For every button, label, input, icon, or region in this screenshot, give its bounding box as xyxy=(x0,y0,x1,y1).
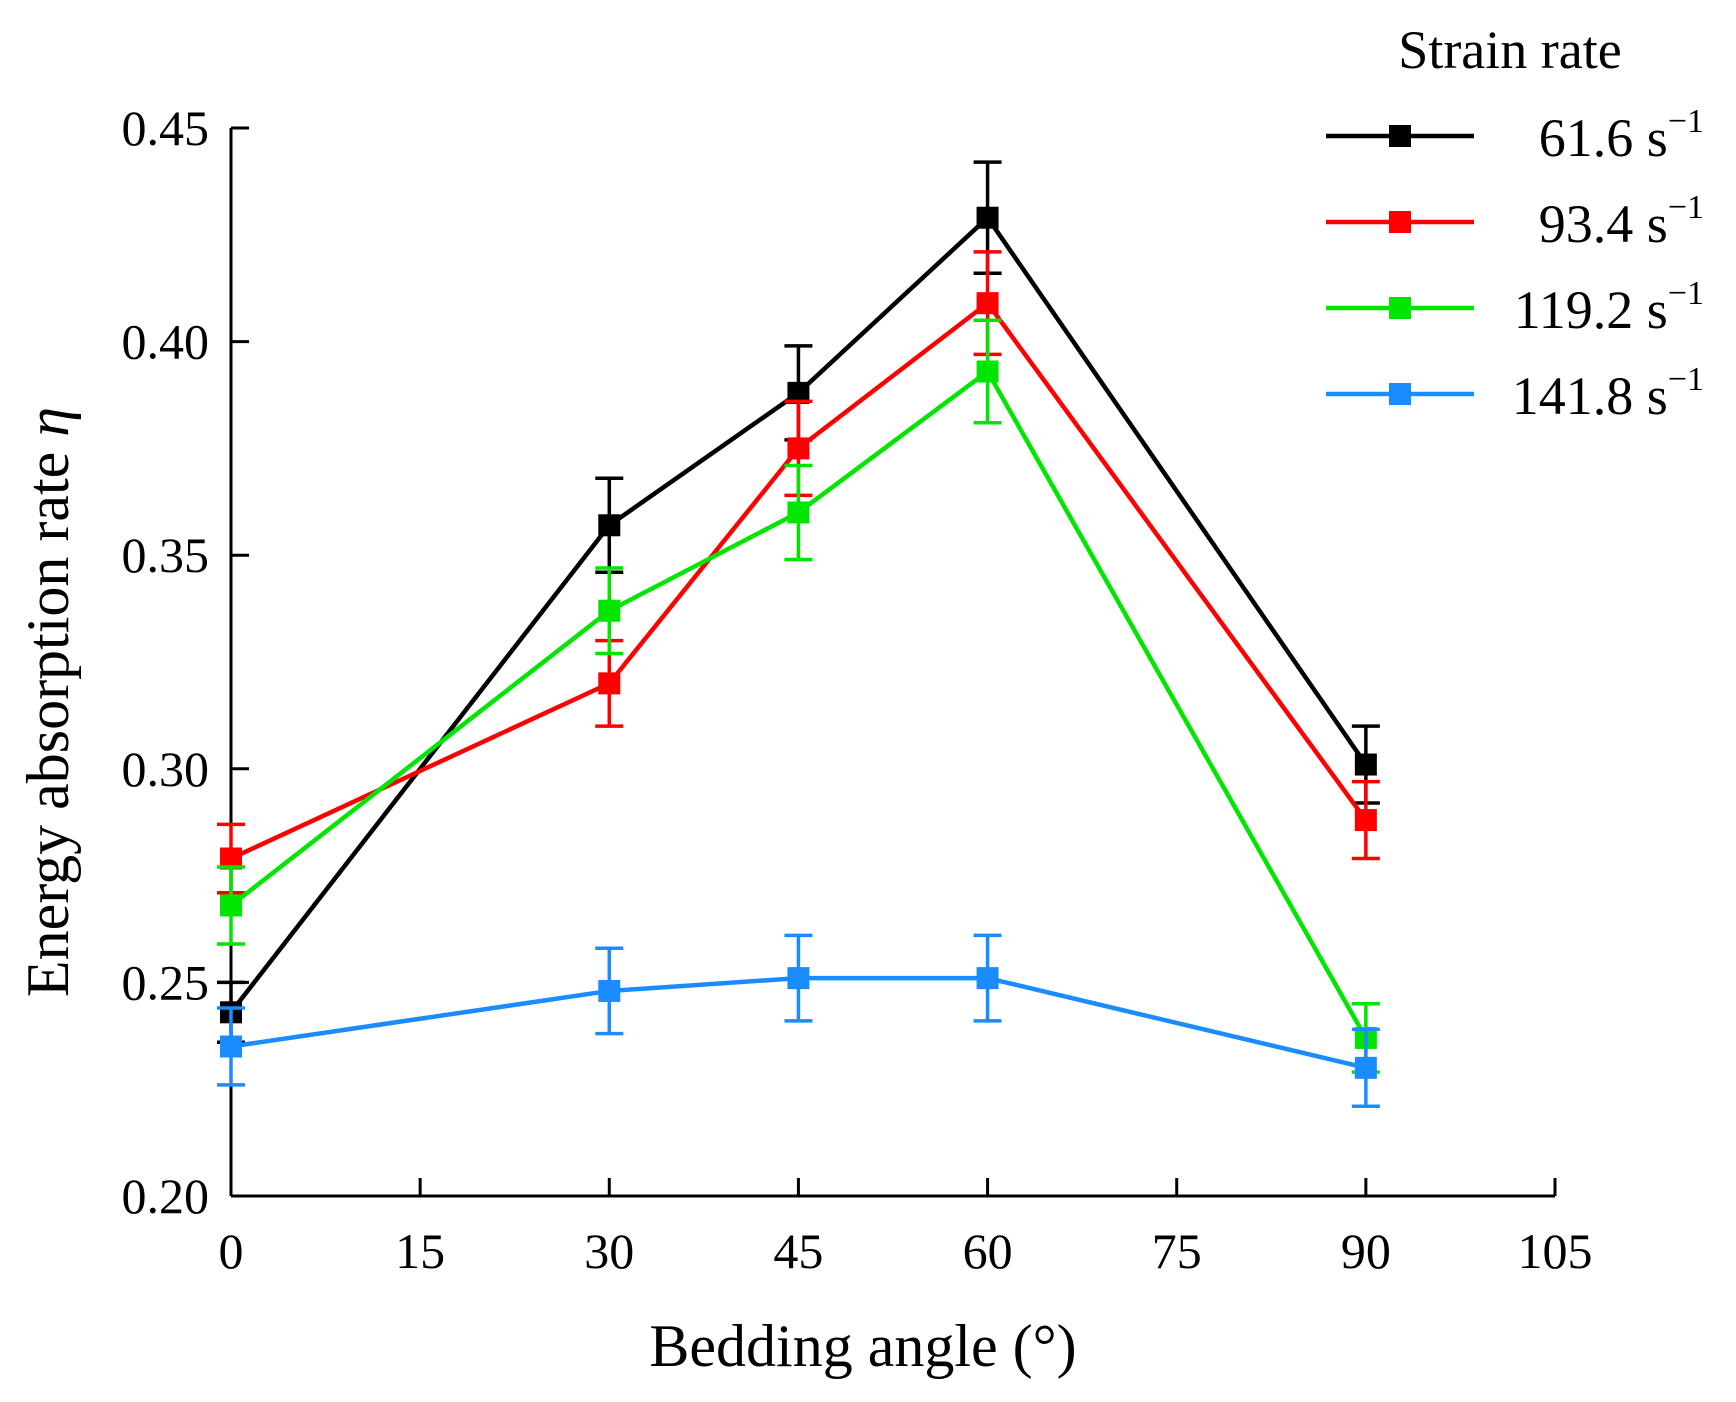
y-tick-label: 0.20 xyxy=(122,1168,210,1224)
data-point xyxy=(598,672,621,695)
series-layer xyxy=(217,160,1380,1109)
data-point xyxy=(220,894,242,917)
data-point xyxy=(220,1035,242,1058)
legend-label-exponent: −1 xyxy=(1668,361,1704,398)
legend-label-exponent: −1 xyxy=(1668,189,1704,226)
x-tick-label: 60 xyxy=(963,1223,1013,1279)
y-axis-title: Energy absorption rate η xyxy=(15,407,81,997)
y-tick-label: 0.30 xyxy=(122,741,210,797)
x-tick-label: 105 xyxy=(1518,1223,1593,1279)
x-tick-label: 15 xyxy=(395,1223,445,1279)
legend-label: 141.8 s−1 xyxy=(1512,361,1704,426)
data-point xyxy=(1354,1056,1377,1079)
legend-label-value: 119.2 s xyxy=(1514,280,1668,340)
legend-item-3: 141.8 s−1 xyxy=(1326,361,1704,426)
series-3 xyxy=(217,933,1380,1109)
y-axis-title-text: Energy absorption rate xyxy=(15,437,81,997)
legend-item-0: 61.6 s−1 xyxy=(1326,103,1704,168)
data-point xyxy=(976,292,999,315)
legend-label: 119.2 s−1 xyxy=(1514,275,1704,340)
legend-item-1: 93.4 s−1 xyxy=(1326,189,1704,254)
x-tick-label: 0 xyxy=(219,1223,244,1279)
x-tick-label: 75 xyxy=(1152,1223,1202,1279)
data-point xyxy=(976,360,999,383)
data-point xyxy=(787,967,810,990)
legend-marker xyxy=(1389,211,1411,233)
data-point xyxy=(787,501,810,524)
series-1 xyxy=(217,250,1380,895)
data-point xyxy=(787,381,810,404)
legend-label: 61.6 s−1 xyxy=(1539,103,1704,168)
data-point xyxy=(1354,753,1377,776)
legend-title: Strain rate xyxy=(1398,20,1621,80)
data-point xyxy=(598,514,621,537)
data-point xyxy=(976,967,999,990)
legend-label-value: 141.8 s xyxy=(1512,366,1668,426)
series-line xyxy=(229,215,1368,1014)
data-point xyxy=(976,206,999,229)
legend-marker xyxy=(1389,125,1411,147)
legend-item-2: 119.2 s−1 xyxy=(1326,275,1704,340)
axes: 0 15 30 45 60 75 90 105 0.20 0.25 0.30 0.35 0.40 0.45… xyxy=(15,100,1593,1379)
legend-label-value: 61.6 s xyxy=(1539,108,1668,168)
y-tick-label: 0.25 xyxy=(122,954,210,1010)
legend-label-exponent: −1 xyxy=(1668,103,1704,140)
data-point xyxy=(220,847,242,870)
x-tick-label: 30 xyxy=(584,1223,634,1279)
data-point xyxy=(1354,809,1377,832)
data-point xyxy=(598,979,621,1002)
data-point xyxy=(787,437,810,460)
y-tick-label: 0.40 xyxy=(122,314,210,370)
legend-label: 93.4 s−1 xyxy=(1539,189,1704,254)
y-axis-title-symbol: η xyxy=(15,407,81,437)
legend-label-value: 93.4 s xyxy=(1539,194,1668,254)
x-tick-label: 90 xyxy=(1341,1223,1391,1279)
x-tick-label: 45 xyxy=(773,1223,823,1279)
legend-marker xyxy=(1389,297,1411,319)
legend-marker xyxy=(1389,383,1411,405)
x-axis-title: Bedding angle (°) xyxy=(649,1313,1076,1379)
y-tick-label: 0.35 xyxy=(122,527,210,583)
legend-label-exponent: −1 xyxy=(1668,275,1704,312)
y-tick-label: 0.45 xyxy=(122,100,210,156)
data-point xyxy=(598,599,621,622)
